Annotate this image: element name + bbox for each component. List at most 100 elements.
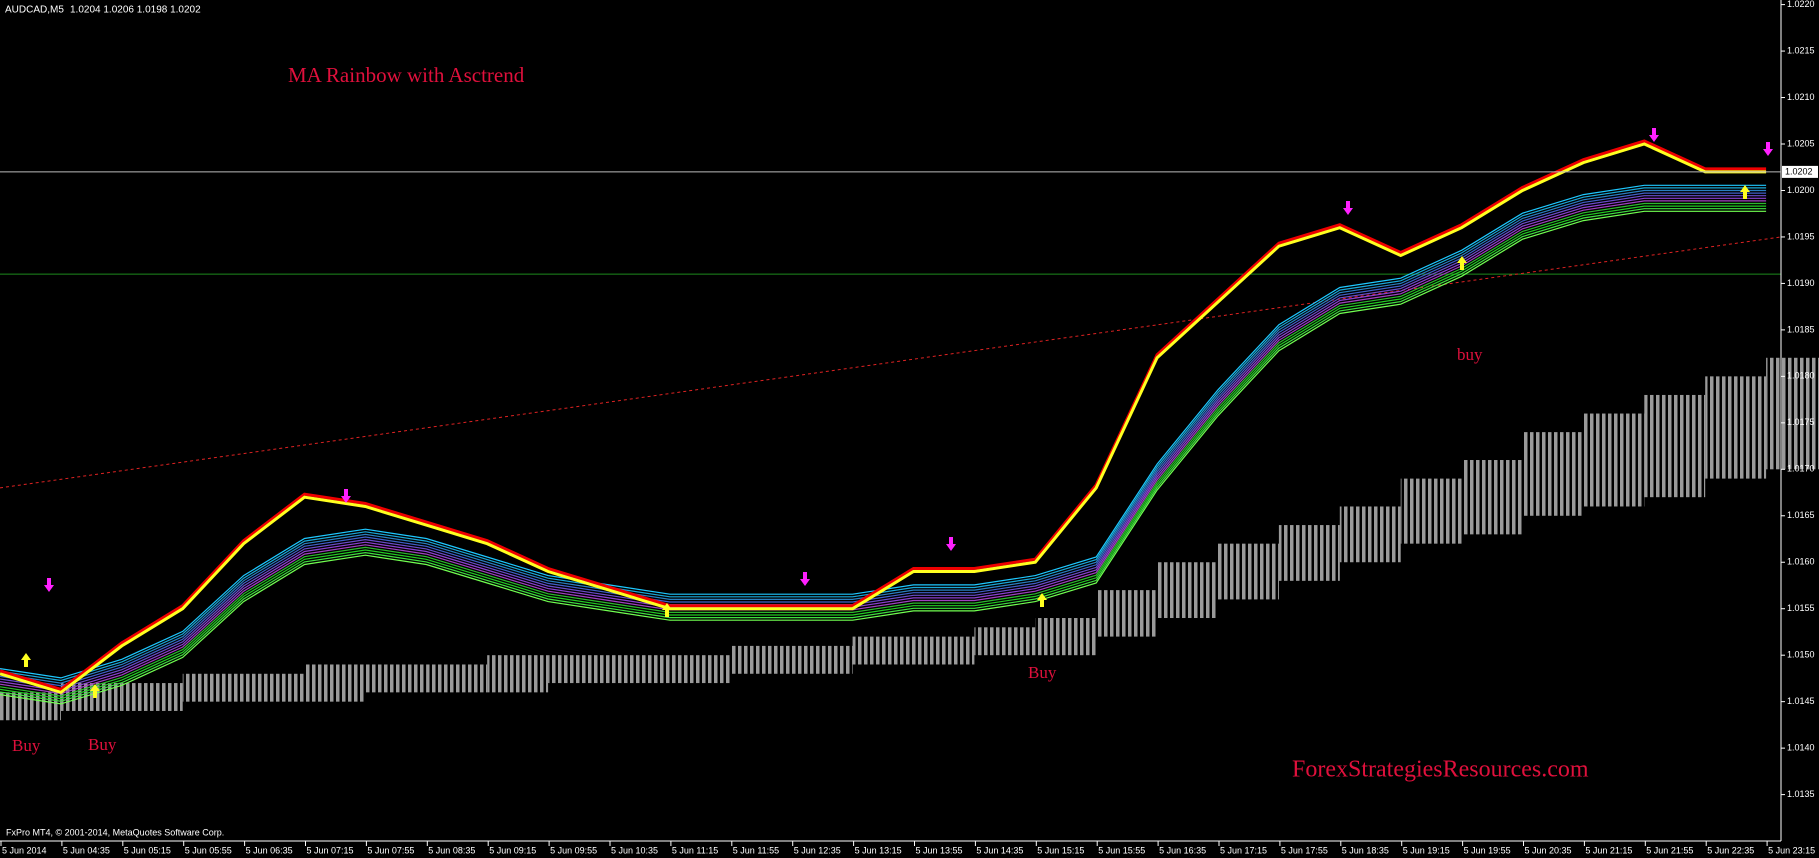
band-bar bbox=[426, 664, 488, 693]
x-tick-label: 5 Jun 09:15 bbox=[489, 845, 536, 855]
ohlc: 1.0204 1.0206 1.0198 1.0202 bbox=[70, 5, 201, 16]
band-bar bbox=[121, 683, 183, 711]
buy-arrow bbox=[1740, 185, 1750, 199]
y-tick-label: 1.0180 bbox=[1787, 371, 1815, 381]
band-bar bbox=[1522, 432, 1584, 516]
band-bar bbox=[1157, 562, 1218, 619]
band-bar bbox=[791, 645, 853, 674]
band-bar bbox=[548, 655, 609, 684]
band-bar bbox=[730, 645, 792, 674]
band-bar bbox=[182, 673, 244, 702]
buy-arrow bbox=[90, 684, 100, 698]
x-tick-label: 5 Jun 13:55 bbox=[916, 845, 963, 855]
x-tick-label: 5 Jun 15:55 bbox=[1098, 845, 1145, 855]
y-tick-label: 1.0145 bbox=[1787, 696, 1815, 706]
band-bar bbox=[1461, 460, 1523, 535]
x-tick-label: 5 Jun 08:35 bbox=[428, 845, 475, 855]
sell-arrow bbox=[946, 537, 956, 551]
buy-arrow bbox=[1457, 256, 1467, 270]
annotation: buy bbox=[1457, 345, 1483, 364]
current-price-label: 1.0202 bbox=[1785, 166, 1813, 176]
band-bar bbox=[1339, 506, 1401, 563]
y-tick-label: 1.0170 bbox=[1787, 464, 1815, 474]
buy-arrow bbox=[21, 653, 31, 667]
sell-arrow bbox=[44, 578, 54, 592]
band-bar bbox=[1644, 394, 1706, 498]
y-tick-label: 1.0185 bbox=[1787, 324, 1815, 334]
y-tick-label: 1.0155 bbox=[1787, 603, 1815, 613]
x-tick-label: 5 Jun 06:35 bbox=[246, 845, 293, 855]
y-tick-label: 1.0175 bbox=[1787, 417, 1815, 427]
x-tick-label: 5 Jun 09:55 bbox=[550, 845, 597, 855]
y-tick-label: 1.0200 bbox=[1787, 185, 1815, 195]
y-tick-label: 1.0210 bbox=[1787, 92, 1815, 102]
band-bar bbox=[304, 664, 366, 702]
band-bar bbox=[1766, 357, 1819, 470]
x-tick-label: 5 Jun 11:55 bbox=[733, 845, 779, 855]
fast-ma-red bbox=[0, 139, 1767, 692]
band-bar bbox=[609, 655, 670, 684]
sell-arrow bbox=[341, 489, 351, 503]
current-price-box bbox=[1782, 165, 1818, 178]
x-tick-label: 5 Jun 18:35 bbox=[1342, 845, 1389, 855]
band-bar bbox=[1400, 478, 1462, 544]
rainbow-line bbox=[0, 200, 1767, 695]
band-bar bbox=[669, 655, 731, 684]
x-tick-label: 5 Jun 13:15 bbox=[855, 845, 902, 855]
x-tick-label: 5 Jun 10:35 bbox=[611, 845, 658, 855]
symbol: AUDCAD,M5 bbox=[5, 5, 64, 16]
x-tick-label: 5 Jun 21:15 bbox=[1585, 845, 1632, 855]
annotation: Buy bbox=[12, 736, 41, 755]
y-tick-label: 1.0195 bbox=[1787, 231, 1815, 241]
band-bar bbox=[243, 673, 305, 702]
x-tick-label: 5 Jun 2014 bbox=[2, 845, 47, 855]
rainbow-line bbox=[0, 210, 1767, 705]
x-tick-label: 5 Jun 23:15 bbox=[1768, 845, 1815, 855]
y-tick-label: 1.0160 bbox=[1787, 557, 1815, 567]
x-tick-label: 5 Jun 17:55 bbox=[1281, 845, 1328, 855]
band-bar bbox=[974, 627, 1036, 656]
x-tick-label: 5 Jun 14:35 bbox=[976, 845, 1023, 855]
y-tick-label: 1.0220 bbox=[1787, 0, 1815, 9]
x-tick-label: 5 Jun 17:15 bbox=[1220, 845, 1267, 855]
y-tick-label: 1.0135 bbox=[1787, 789, 1815, 799]
x-tick-label: 5 Jun 04:35 bbox=[63, 845, 110, 855]
band-bar bbox=[852, 636, 914, 665]
x-tick-label: 5 Jun 11:15 bbox=[672, 845, 718, 855]
band-bar bbox=[1096, 590, 1158, 637]
fast-ma-yellow bbox=[0, 142, 1767, 695]
band-bar bbox=[487, 655, 549, 693]
sell-arrow bbox=[1763, 142, 1773, 156]
rainbow-line bbox=[0, 205, 1767, 700]
x-tick-label: 5 Jun 07:15 bbox=[307, 845, 354, 855]
rainbow-line bbox=[0, 195, 1767, 689]
buy-arrow bbox=[1037, 593, 1047, 607]
watermark: ForexStrategiesResources.com bbox=[1292, 757, 1589, 783]
rainbow-line bbox=[0, 192, 1767, 687]
x-tick-label: 5 Jun 20:35 bbox=[1525, 845, 1572, 855]
band-bar bbox=[1035, 618, 1097, 656]
chart-title: MA Rainbow with Asctrend bbox=[288, 63, 525, 87]
band-bar bbox=[913, 636, 975, 665]
x-tick-label: 5 Jun 15:15 bbox=[1037, 845, 1084, 855]
x-tick-label: 5 Jun 05:15 bbox=[124, 845, 171, 855]
y-tick-label: 1.0215 bbox=[1787, 45, 1815, 55]
rainbow-line bbox=[0, 189, 1767, 684]
annotation: Buy bbox=[88, 735, 117, 754]
x-tick-label: 5 Jun 16:35 bbox=[1159, 845, 1206, 855]
band-bar bbox=[365, 664, 427, 693]
y-tick-label: 1.0190 bbox=[1787, 278, 1815, 288]
buy-arrow bbox=[662, 603, 672, 617]
band-bar bbox=[1278, 525, 1340, 581]
x-tick-label: 5 Jun 22:35 bbox=[1707, 845, 1754, 855]
y-tick-label: 1.0150 bbox=[1787, 650, 1815, 660]
rainbow-line bbox=[0, 197, 1767, 692]
annotation: Buy bbox=[1028, 663, 1057, 682]
sell-arrow bbox=[1649, 128, 1659, 142]
x-tick-label: 5 Jun 19:55 bbox=[1464, 845, 1511, 855]
band-bar bbox=[1705, 376, 1767, 479]
x-tick-label: 5 Jun 21:55 bbox=[1646, 845, 1693, 855]
